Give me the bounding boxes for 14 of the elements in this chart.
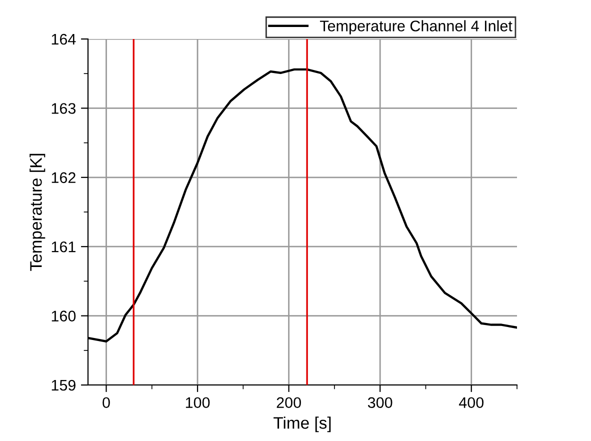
x-tick-label: 100 bbox=[186, 397, 210, 408]
y-tick-label: 163 bbox=[52, 103, 76, 114]
y-axis-title: Temperature [K] bbox=[30, 154, 46, 271]
y-tick-label: 159 bbox=[52, 380, 76, 391]
x-tick-label: 300 bbox=[368, 397, 392, 408]
x-tick-label: 400 bbox=[458, 397, 484, 408]
y-tick-label: 164 bbox=[52, 34, 76, 45]
legend-label: Temperature Channel 4 Inlet bbox=[320, 20, 512, 34]
y-tick-label: 160 bbox=[52, 310, 76, 322]
y-tick-label: 162 bbox=[52, 172, 76, 184]
y-tick-label: 161 bbox=[52, 241, 76, 252]
x-tick-label: 200 bbox=[276, 397, 301, 408]
x-axis-title: Time [s] bbox=[274, 416, 331, 432]
x-tick-label: 0 bbox=[102, 397, 110, 408]
